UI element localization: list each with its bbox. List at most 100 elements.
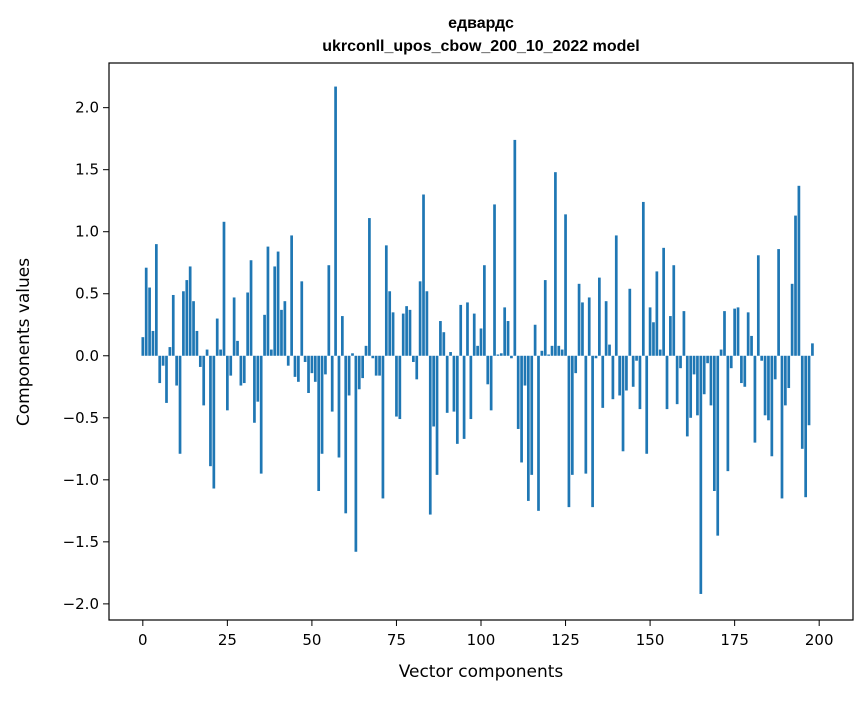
bar (198, 355, 202, 367)
bar (489, 355, 493, 411)
bar (493, 204, 496, 356)
bar (669, 316, 672, 356)
bar (317, 355, 321, 491)
x-tick-label: 175 (720, 631, 749, 649)
y-tick-label: 0.5 (75, 285, 99, 303)
bar (712, 355, 716, 491)
bar (445, 355, 449, 413)
bar (696, 355, 699, 416)
bar (253, 355, 256, 423)
bar (652, 322, 655, 356)
bar (232, 297, 236, 356)
bar (371, 355, 375, 359)
plot-frame (108, 62, 854, 621)
bar (188, 266, 192, 356)
bar (276, 251, 280, 356)
bar (357, 355, 361, 390)
bar (685, 355, 689, 437)
bar (516, 355, 520, 429)
bar (263, 314, 266, 356)
bar (790, 283, 794, 356)
bar (344, 355, 348, 514)
bar (229, 355, 233, 376)
bar (625, 355, 628, 391)
bar (195, 330, 199, 356)
bar (689, 355, 693, 418)
bar (537, 355, 540, 511)
bar (807, 355, 811, 426)
bar (283, 301, 287, 356)
y-tick-label: −1.0 (63, 471, 99, 489)
x-tick-label: 150 (636, 631, 665, 649)
x-axis-label: Vector components (399, 662, 564, 682)
bar (692, 355, 696, 375)
bar (459, 304, 463, 356)
bar (554, 172, 557, 356)
bar (202, 355, 206, 406)
bar (543, 280, 547, 356)
bar (770, 355, 774, 457)
bar (286, 355, 290, 366)
bars-group (141, 86, 814, 594)
bar (290, 235, 293, 356)
y-tick-label: −2.0 (63, 595, 99, 613)
bar (432, 355, 436, 427)
bar (330, 355, 334, 412)
bar (144, 267, 148, 356)
bar (412, 355, 415, 362)
bar (320, 355, 324, 454)
y-tick-label: 1.5 (75, 161, 99, 179)
bar (594, 355, 598, 359)
bar (266, 246, 270, 356)
bar (425, 291, 429, 356)
bar (506, 321, 510, 356)
bar (165, 355, 168, 403)
bar (567, 355, 571, 508)
bar (611, 355, 615, 400)
bar (784, 355, 787, 406)
bar (259, 355, 263, 474)
bar (503, 307, 507, 356)
bar (472, 313, 476, 356)
bar (212, 355, 216, 489)
bar (364, 345, 368, 356)
bar (354, 355, 358, 552)
bar (273, 266, 277, 356)
bar (800, 355, 804, 449)
bar (324, 355, 327, 375)
bar (192, 301, 195, 356)
bar (702, 355, 706, 395)
bar (614, 235, 618, 356)
bar (716, 355, 720, 536)
bar (418, 281, 422, 356)
bar (598, 277, 601, 356)
bar (469, 355, 473, 420)
bar (442, 332, 446, 356)
bar (726, 355, 730, 472)
bar (334, 86, 337, 356)
bar (483, 265, 486, 356)
bar (479, 328, 483, 356)
bar (523, 355, 527, 386)
x-tick-label: 25 (218, 631, 237, 649)
bar (564, 214, 567, 356)
bar (510, 355, 513, 359)
bar (368, 218, 371, 356)
x-tick-label: 50 (302, 631, 321, 649)
bar (415, 355, 419, 380)
y-axis-label: Components values (14, 258, 34, 426)
bar (297, 355, 300, 382)
bar (496, 354, 500, 356)
bar (161, 355, 165, 366)
bar (787, 355, 791, 389)
bar (520, 355, 523, 463)
bar (178, 355, 182, 454)
bar (750, 335, 753, 356)
bar (466, 302, 469, 356)
bar (811, 343, 814, 356)
bar (435, 355, 439, 475)
y-tick-label: −1.5 (63, 533, 99, 551)
bar (439, 321, 442, 356)
bar (398, 355, 402, 420)
bar (672, 265, 676, 356)
